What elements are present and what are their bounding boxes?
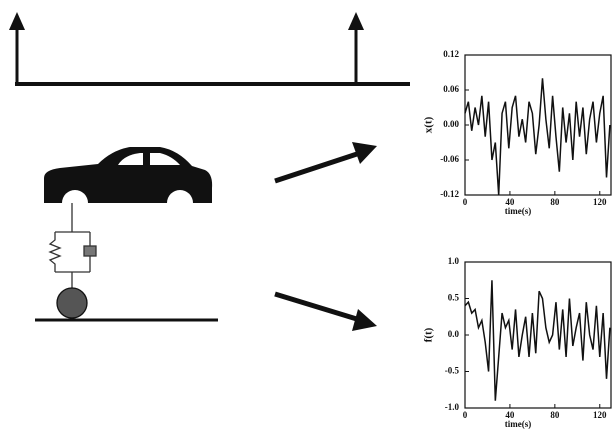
y-tick-label: -0.06 (440, 154, 459, 164)
x-tick-label: 120 (593, 197, 607, 207)
y-tick-label: 0.06 (443, 84, 459, 94)
diagram: 0.120.060.00-0.06-0.1204080120time(s)x(t… (0, 0, 613, 434)
signal-line (465, 280, 610, 400)
x-tick-label: 80 (550, 197, 560, 207)
car (44, 147, 212, 216)
timeline (9, 12, 410, 84)
y-tick-label: -0.5 (445, 366, 460, 376)
suspension (35, 203, 218, 320)
y-axis-label: f(t) (423, 327, 435, 342)
signal-line (465, 78, 610, 195)
y-tick-label: 0.0 (448, 329, 460, 339)
x-tick-label: 0 (463, 197, 468, 207)
y-tick-label: 0.12 (443, 49, 459, 59)
y-tick-label: 0.5 (448, 293, 460, 303)
x-axis-label: time(s) (505, 206, 532, 216)
x-tick-label: 0 (463, 410, 468, 420)
x-axis-label: time(s) (505, 419, 532, 429)
x-tick-label: 120 (593, 410, 607, 420)
y-tick-label: -1.0 (445, 402, 460, 412)
y-tick-label: 1.0 (448, 256, 460, 266)
y-tick-label: 0.00 (443, 119, 459, 129)
x-tick-label: 80 (550, 410, 560, 420)
y-tick-label: -0.12 (440, 189, 459, 199)
y-axis-label: x(t) (423, 116, 435, 133)
arrows (275, 142, 377, 331)
